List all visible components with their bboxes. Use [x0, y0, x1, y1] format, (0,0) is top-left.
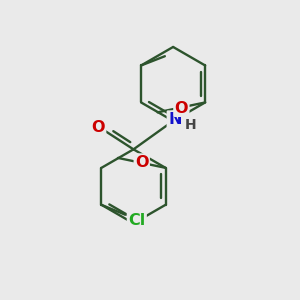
- Text: O: O: [135, 155, 148, 170]
- Text: O: O: [92, 120, 105, 135]
- Text: H: H: [184, 118, 196, 132]
- Text: N: N: [168, 112, 182, 127]
- Text: O: O: [175, 100, 188, 116]
- Text: Cl: Cl: [128, 213, 146, 228]
